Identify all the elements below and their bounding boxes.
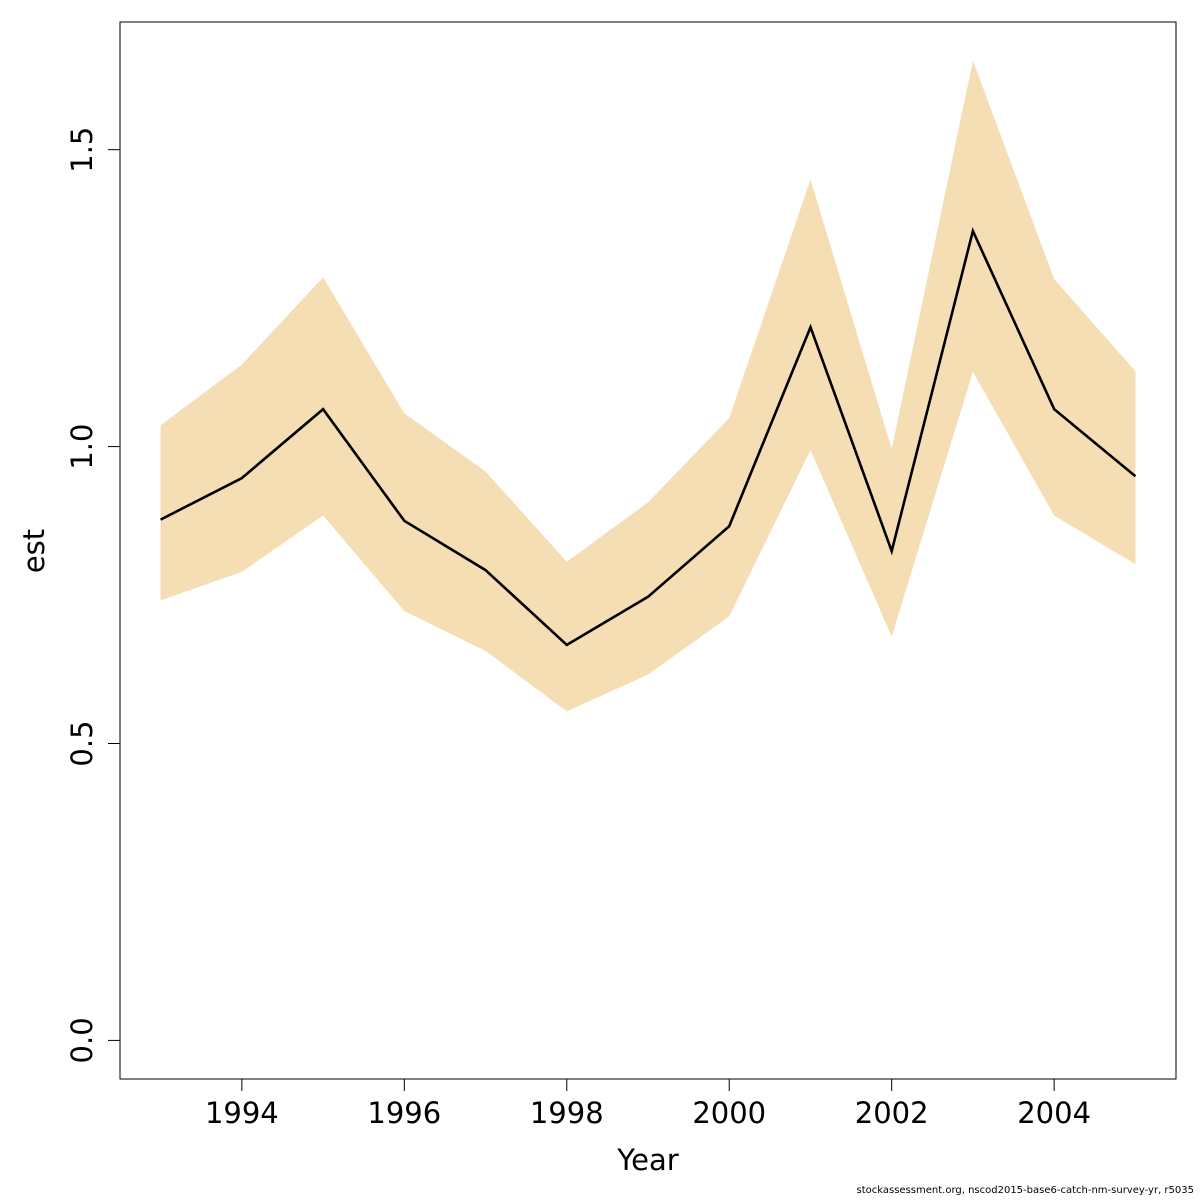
- y-tick-label: 1.0: [65, 424, 99, 470]
- x-axis: 1994 1996 1998 2000 2002 2004: [205, 1078, 1091, 1130]
- footnote: stockassessment.org, nscod2015-base6-cat…: [856, 1185, 1194, 1196]
- y-tick-label: 0.5: [65, 720, 99, 766]
- x-tick-label: 2000: [692, 1096, 766, 1130]
- y-tick-label: 0.0: [65, 1017, 99, 1063]
- x-tick-label: 2002: [855, 1096, 929, 1130]
- y-axis: 0.0 0.5 1.0 1.5: [65, 127, 121, 1063]
- x-axis-title: Year: [616, 1143, 678, 1177]
- x-tick-label: 1998: [530, 1096, 604, 1130]
- y-axis-title: est: [17, 529, 51, 573]
- y-tick-label: 1.5: [65, 127, 99, 173]
- series-line-layer: [160, 227, 1137, 647]
- series-line-1: [160, 227, 1137, 647]
- x-tick-label: 2004: [1017, 1096, 1091, 1130]
- confidence-band-layer: [160, 60, 1136, 712]
- x-tick-label: 1994: [205, 1096, 279, 1130]
- confidence-band: [160, 60, 1136, 712]
- x-tick-label: 1996: [367, 1096, 441, 1130]
